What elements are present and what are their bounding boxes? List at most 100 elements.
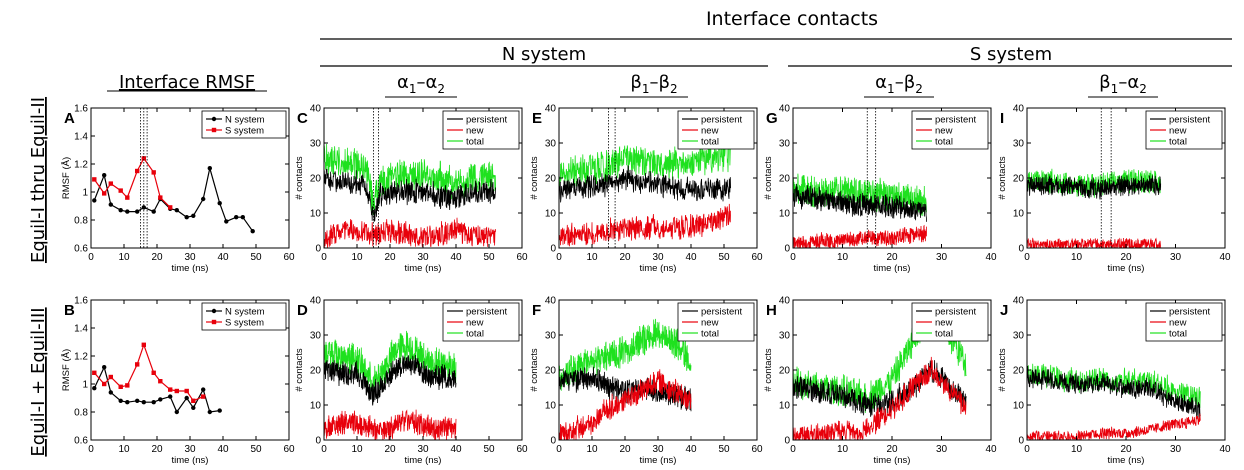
x-tick-label: 0 bbox=[88, 252, 94, 263]
y-axis-label: # contacts bbox=[763, 156, 774, 200]
data-point bbox=[191, 398, 196, 403]
data-point bbox=[108, 374, 113, 380]
legend-label: total bbox=[935, 329, 953, 340]
data-point bbox=[141, 156, 146, 161]
x-tick-label: 40 bbox=[217, 252, 229, 263]
y-tick-label: 20 bbox=[310, 174, 322, 185]
y-tick-label: 1.2 bbox=[74, 352, 88, 363]
legend-label: new bbox=[1169, 318, 1187, 329]
legend-label: total bbox=[701, 329, 719, 340]
data-point bbox=[141, 400, 146, 405]
legend-label: new bbox=[466, 318, 484, 329]
legend-label: persistent bbox=[701, 115, 743, 126]
legend-label: new bbox=[466, 126, 484, 137]
legend-label: persistent bbox=[1169, 115, 1211, 126]
panel-label-e: E bbox=[532, 110, 542, 127]
data-point bbox=[151, 370, 156, 375]
x-tick-label: 40 bbox=[1219, 252, 1231, 263]
panel-e: E 0 10 20 30 40 50 60 0 10 20 30 40 time (ns) # contac… bbox=[529, 104, 763, 275]
x-tick-label: 40 bbox=[217, 444, 229, 455]
data-point bbox=[118, 398, 123, 403]
x-tick-label: 10 bbox=[1071, 252, 1083, 263]
series-line-persistent bbox=[1027, 365, 1201, 419]
data-point bbox=[184, 388, 189, 394]
x-tick-label: 0 bbox=[790, 252, 796, 263]
legend-label: persistent bbox=[701, 307, 743, 318]
y-tick-label: 30 bbox=[1013, 139, 1025, 150]
s-system-title: S system bbox=[970, 44, 1052, 65]
x-tick-label: 30 bbox=[1170, 444, 1182, 455]
y-axis-label: # contacts bbox=[529, 156, 540, 200]
legend-marker bbox=[211, 308, 217, 314]
series-line-persistent bbox=[793, 183, 927, 222]
y-tick-label: 30 bbox=[545, 331, 557, 342]
y-tick-label: 1.4 bbox=[74, 132, 88, 143]
x-tick-label: 40 bbox=[685, 444, 697, 455]
data-point bbox=[108, 202, 114, 207]
panel-d: D 0 10 20 30 40 50 60 0 10 20 30 40 time (ns) # contac… bbox=[294, 296, 528, 467]
x-tick-label: 60 bbox=[283, 444, 295, 455]
column-title-beta1-beta2: β1–β2 bbox=[620, 72, 688, 98]
plot-area-a bbox=[92, 156, 255, 234]
plot-area-i bbox=[1027, 168, 1162, 248]
data-point bbox=[191, 213, 196, 218]
x-tick-label: 0 bbox=[88, 444, 94, 455]
x-tick-label: 40 bbox=[685, 252, 697, 263]
x-tick-label: 10 bbox=[351, 444, 363, 455]
x-tick-label: 30 bbox=[936, 252, 948, 263]
y-tick-label: 40 bbox=[310, 296, 322, 307]
column-title-alpha1-alpha2: α1–α2 bbox=[385, 72, 457, 98]
y-tick-label: 0 bbox=[315, 436, 321, 447]
panel-f: F 0 10 20 30 40 50 60 0 10 20 30 40 time (ns) # contac… bbox=[529, 296, 763, 467]
x-tick-label: 40 bbox=[450, 252, 462, 263]
panel-label-j: J bbox=[1000, 302, 1008, 319]
x-tick-label: 30 bbox=[652, 444, 664, 455]
panel-i: I 0 10 20 30 40 0 10 20 30 40 time (ns) # contacts pe… bbox=[997, 104, 1231, 275]
y-tick-label: 0.6 bbox=[74, 244, 88, 255]
y-tick-label: 10 bbox=[545, 401, 557, 412]
x-tick-label: 20 bbox=[886, 444, 898, 455]
interface-rmsf-title: Interface RMSF bbox=[119, 72, 255, 93]
series-line-persistent bbox=[1027, 174, 1162, 200]
x-axis-label: time (ns) bbox=[874, 455, 911, 466]
x-tick-label: 10 bbox=[837, 444, 849, 455]
x-tick-label: 20 bbox=[886, 252, 898, 263]
x-tick-label: 0 bbox=[790, 444, 796, 455]
data-point bbox=[141, 342, 146, 347]
y-tick-label: 0 bbox=[1018, 436, 1024, 447]
series-line-new bbox=[793, 224, 927, 248]
plot-area-g bbox=[793, 173, 927, 248]
data-point bbox=[201, 394, 206, 399]
data-point bbox=[118, 208, 123, 213]
x-tick-label: 30 bbox=[1170, 252, 1182, 263]
plot-area-d bbox=[324, 330, 457, 440]
y-tick-label: 10 bbox=[310, 209, 322, 220]
legend-label: new bbox=[935, 126, 953, 137]
y-axis-label: # contacts bbox=[997, 348, 1008, 392]
data-point bbox=[184, 395, 189, 401]
y-tick-label: 40 bbox=[545, 104, 557, 115]
y-tick-label: 1.4 bbox=[74, 324, 88, 335]
n-system-title: N system bbox=[502, 44, 586, 65]
x-tick-label: 50 bbox=[483, 252, 495, 263]
x-tick-label: 30 bbox=[184, 444, 196, 455]
x-axis-label: time (ns) bbox=[172, 263, 209, 274]
legend-box bbox=[677, 110, 755, 150]
x-axis-label: time (ns) bbox=[874, 263, 911, 274]
panel-label-b: B bbox=[64, 302, 75, 319]
legend-label: new bbox=[701, 126, 719, 137]
series-line-s-system bbox=[93, 157, 171, 208]
y-tick-label: 10 bbox=[545, 209, 557, 220]
y-axis-label: # contacts bbox=[763, 348, 774, 392]
x-tick-label: 60 bbox=[516, 444, 528, 455]
data-point bbox=[102, 365, 107, 370]
x-axis-label: time (ns) bbox=[405, 455, 442, 466]
legend-label: total bbox=[466, 329, 484, 340]
legend-label: persistent bbox=[466, 307, 508, 318]
data-point bbox=[250, 229, 255, 234]
